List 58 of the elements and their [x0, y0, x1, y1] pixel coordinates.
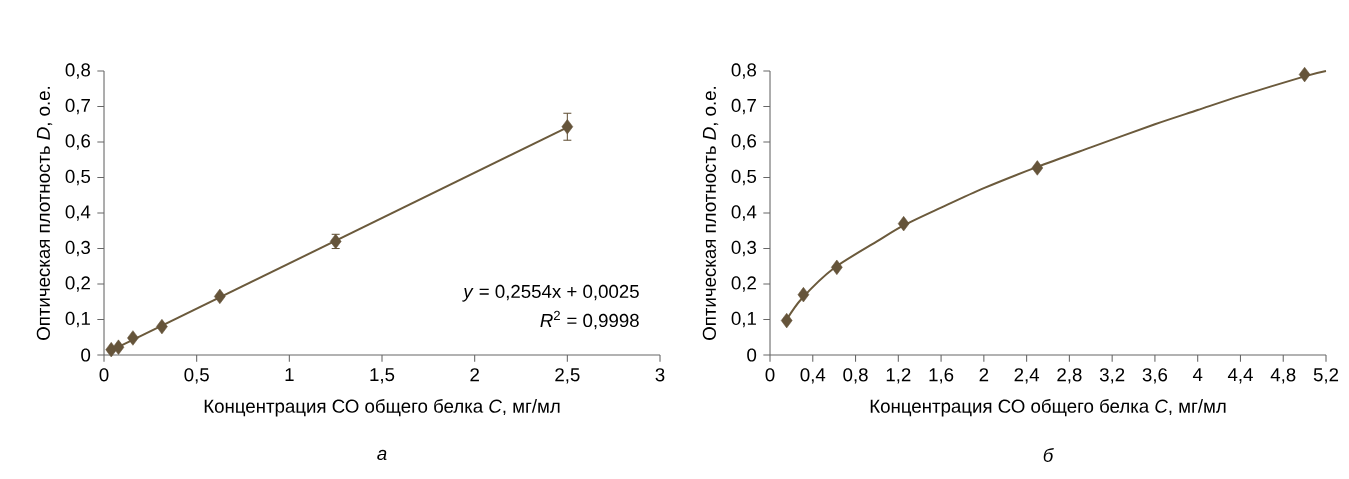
point	[1031, 160, 1044, 176]
y-tick-label: 0,7	[65, 98, 90, 115]
x-tick-label: 2	[470, 368, 479, 382]
x-tick-label: 1,2	[886, 368, 911, 384]
y-axis-title: Оптическая плотность D, о.е.	[702, 86, 719, 340]
x-tick-label: 2,4	[1014, 368, 1040, 384]
x-tick-label: 0,5	[184, 368, 209, 384]
x-tick-label: 4	[1192, 368, 1203, 381]
point	[797, 287, 810, 303]
point	[156, 319, 168, 335]
y-tick-label: 0,8	[65, 63, 91, 79]
y-tick-label: 0,3	[65, 240, 91, 257]
y-tick-label: 0,3	[731, 240, 757, 257]
y-tick-label: 0,1	[65, 311, 90, 328]
x-tick-label: 3,6	[1142, 368, 1168, 384]
y-tick-label: 0	[747, 348, 757, 362]
y-tick-label: 0,5	[731, 169, 757, 186]
x-tick-label: 1,5	[370, 368, 395, 384]
x-tick-label: 0,4	[800, 368, 826, 384]
point	[214, 288, 226, 305]
y-tick-label: 0,1	[731, 311, 756, 328]
x-tick-label: 0	[99, 368, 109, 382]
x-axis-title: Концентрация СО общего белка C, мг/мл	[204, 398, 560, 417]
point	[112, 339, 125, 355]
text: а	[377, 449, 387, 461]
text: б	[1043, 448, 1054, 462]
x-tick-label: 2,8	[1057, 368, 1082, 384]
x-axis-title: Концентрация СО общего белка C, мг/мл	[870, 398, 1226, 417]
point	[561, 119, 574, 135]
x-tick-label: 3	[655, 368, 665, 382]
y-tick-label: 0,2	[731, 276, 756, 292]
y-axis-title: Оптическая плотность D, о.е.	[36, 86, 53, 340]
y-tick-label: 0,7	[731, 98, 756, 115]
x-tick-label: 1,6	[929, 368, 954, 384]
y-tick-label: 0,2	[65, 276, 90, 292]
y-tick-label: 0,8	[731, 63, 757, 79]
x-tick-label: 3,2	[1099, 368, 1125, 384]
x-tick-label: 0	[765, 368, 775, 382]
y-tick-label: 0,5	[65, 169, 91, 186]
point	[1298, 66, 1311, 83]
point	[831, 259, 843, 275]
x-tick-label: 4,8	[1270, 368, 1296, 384]
annotation: R$^{2}$ = 0,9998	[540, 310, 639, 330]
x-tick-label: 0,8	[843, 368, 868, 384]
x-tick-label: 4,4	[1227, 368, 1253, 384]
y-tick-label: 0,4	[65, 205, 91, 221]
y-tick-label: 0,4	[731, 205, 757, 221]
x-tick-label: 2	[979, 368, 989, 382]
point	[780, 312, 793, 329]
x-tick-label: 1	[285, 368, 294, 381]
x-tick-label: 5,2	[1313, 368, 1339, 384]
annotation: y = 0,2554x + 0,0025	[462, 284, 639, 302]
point	[897, 216, 910, 232]
point	[127, 330, 139, 346]
y-tick-label: 0,6	[731, 134, 757, 150]
x-tick-label: 2,5	[555, 368, 580, 384]
y-tick-label: 0	[81, 348, 91, 362]
y-tick-label: 0,6	[65, 134, 91, 150]
